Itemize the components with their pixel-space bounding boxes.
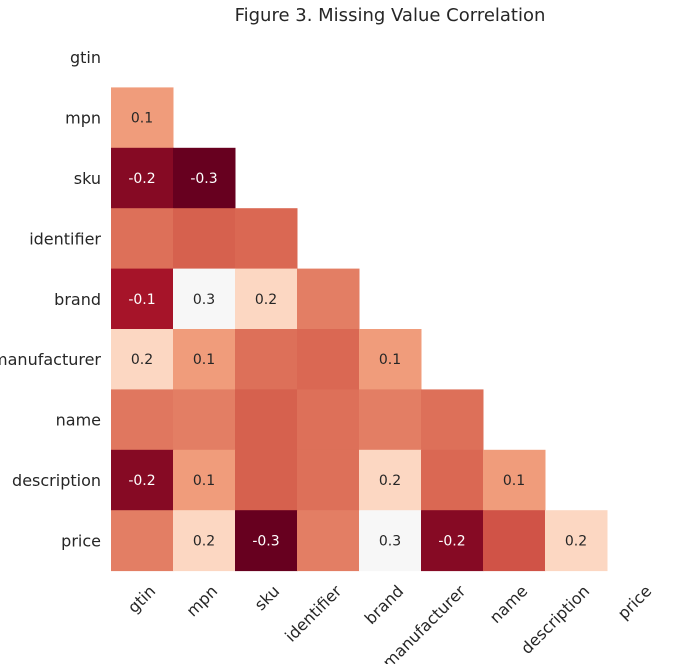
- heatmap-cell-description-mpn: [173, 449, 236, 511]
- heatmap-cell-identifier-sku: [235, 208, 298, 270]
- heatmap-cell-brand-gtin: [111, 268, 174, 330]
- cell-value-label: 0.3: [193, 292, 215, 308]
- heatmap-cells: 0.1 -0.2 -0.3 -0.1 0.3 0.2 0.2 0.1 0.1 -0.2 0.1 0.2…: [111, 87, 608, 572]
- heatmap-cell-name-identifier: [297, 389, 360, 451]
- heatmap-cell-name-manufacturer: [421, 389, 484, 451]
- cell-value-label: 0.1: [503, 473, 525, 489]
- cell-value-label: 0.1: [193, 352, 215, 368]
- row-label-brand: brand: [54, 290, 101, 309]
- col-label-gtin: gtin: [124, 581, 159, 616]
- heatmap-cell-price-brand: [359, 510, 422, 572]
- row-label-identifier: identifier: [29, 229, 101, 248]
- cell-value-label: -0.2: [438, 533, 465, 549]
- row-label-gtin: gtin: [70, 48, 101, 67]
- heatmap-cell-name-mpn: [173, 389, 236, 451]
- row-label-description: description: [12, 471, 101, 490]
- heatmap-cell-price-gtin: [111, 510, 174, 572]
- cell-value-label: 0.1: [379, 352, 401, 368]
- heatmap-cell-price-description: [545, 510, 608, 572]
- heatmap-cell-brand-mpn: [173, 268, 236, 330]
- col-label-identifier: identifier: [281, 581, 346, 646]
- heatmap-cell-name-gtin: [111, 389, 174, 451]
- heatmap-cell-price-manufacturer: [421, 510, 484, 572]
- cell-value-label: 0.2: [131, 352, 153, 368]
- cell-value-label: 0.1: [131, 111, 153, 127]
- cell-value-label: 0.2: [379, 473, 401, 489]
- cell-value-label: -0.1: [128, 292, 155, 308]
- heatmap-cell-sku-mpn: [173, 147, 236, 209]
- heatmap-cell-brand-sku: [235, 268, 298, 330]
- col-label-price: price: [614, 581, 656, 623]
- cell-value-label: -0.2: [128, 473, 155, 489]
- cell-value-label: -0.2: [128, 171, 155, 187]
- heatmap-cell-identifier-mpn: [173, 208, 236, 270]
- heatmap-cell-description-gtin: [111, 449, 174, 511]
- heatmap-cell-price-mpn: [173, 510, 236, 572]
- col-label-mpn: mpn: [183, 581, 222, 620]
- col-label-name: name: [486, 581, 532, 627]
- row-label-mpn: mpn: [65, 109, 101, 128]
- row-label-price: price: [61, 531, 101, 550]
- col-label-sku: sku: [251, 581, 284, 614]
- heatmap-cell-description-manufacturer: [421, 449, 484, 511]
- heatmap-cell-identifier-gtin: [111, 208, 174, 270]
- heatmap-cell-manufacturer-sku: [235, 329, 298, 390]
- heatmap-cell-price-name: [483, 510, 546, 572]
- heatmap-cell-description-brand: [359, 449, 422, 511]
- heatmap-cell-price-identifier: [297, 510, 360, 572]
- heatmap-cell-price-sku: [235, 510, 298, 572]
- heatmap-cell-manufacturer-mpn: [173, 329, 236, 390]
- heatmap-cell-manufacturer-identifier: [297, 329, 360, 390]
- cell-value-label: 0.2: [255, 292, 277, 308]
- cell-value-label: 0.1: [193, 473, 215, 489]
- cell-value-label: 0.3: [379, 533, 401, 549]
- heatmap-cell-name-sku: [235, 389, 298, 451]
- heatmap-cell-manufacturer-gtin: [111, 329, 174, 390]
- heatmap-cell-description-identifier: [297, 449, 360, 511]
- heatmap-cell-description-sku: [235, 449, 298, 511]
- row-label-manufacturer: manufacturer: [0, 350, 101, 369]
- cell-value-label: 0.2: [565, 533, 587, 549]
- cell-value-label: 0.2: [193, 533, 215, 549]
- heatmap-cell-mpn-gtin: [111, 87, 174, 149]
- row-label-name: name: [56, 411, 101, 430]
- chart-title: Figure 3. Missing Value Correlation: [235, 5, 546, 26]
- heatmap-cell-brand-identifier: [297, 268, 360, 330]
- heatmap-cell-manufacturer-brand: [359, 329, 422, 390]
- heatmap-cell-sku-gtin: [111, 147, 174, 209]
- col-label-brand: brand: [361, 581, 408, 628]
- heatmap-cell-name-brand: [359, 389, 422, 451]
- cell-value-label: -0.3: [190, 171, 217, 187]
- row-labels: gtin mpn sku identifier brand manufacturer nam…: [0, 48, 101, 550]
- heatmap-cell-description-name: [483, 449, 546, 511]
- cell-value-label: -0.3: [252, 533, 279, 549]
- row-label-sku: sku: [74, 169, 101, 188]
